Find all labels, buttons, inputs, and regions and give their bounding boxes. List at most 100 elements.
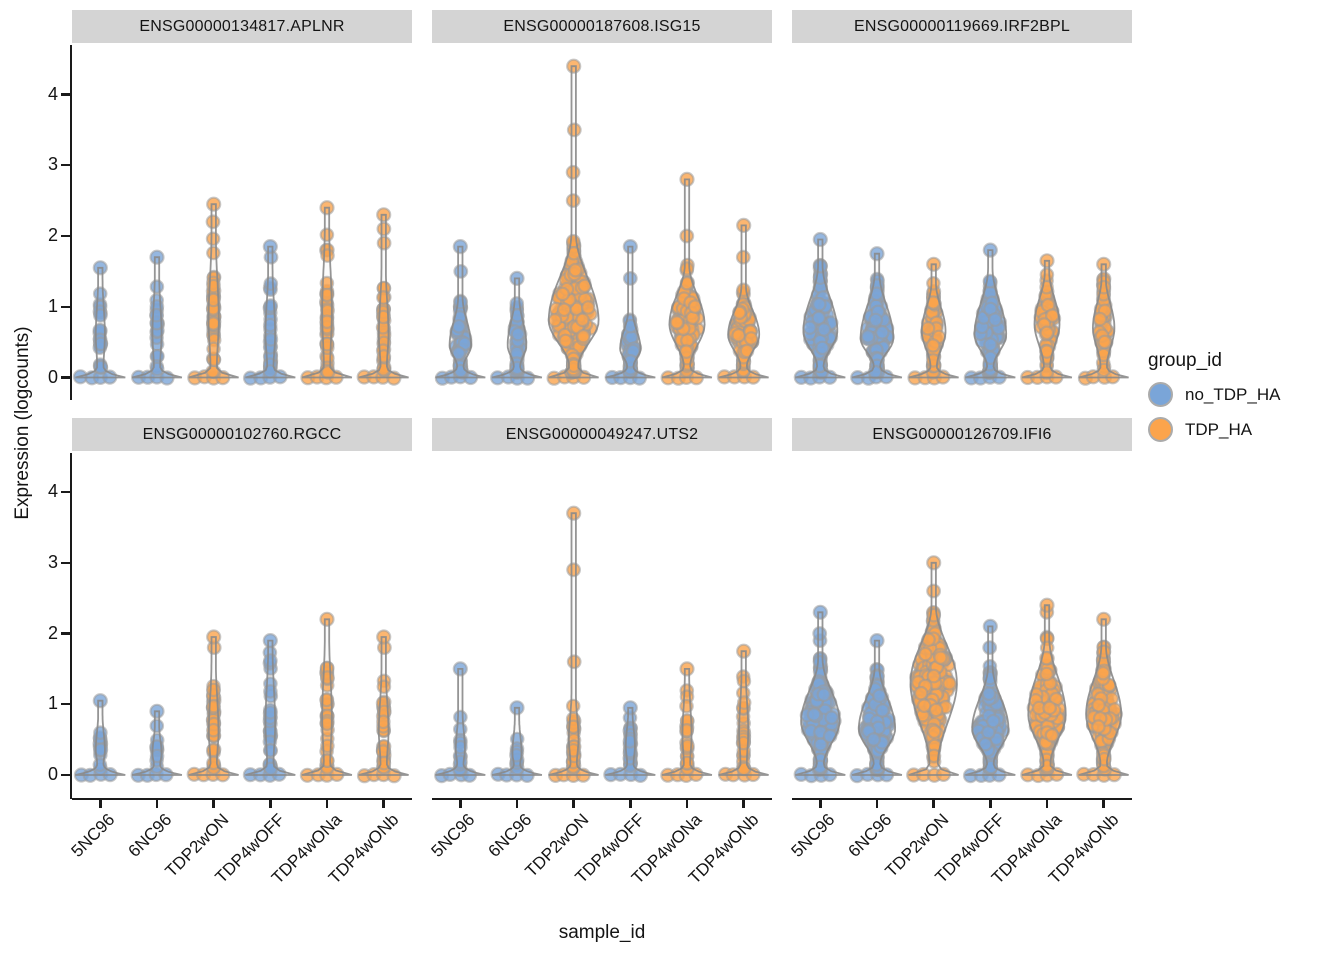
violin-TDP4wONa bbox=[660, 171, 713, 386]
y-axis-tick bbox=[61, 93, 70, 96]
jitter-points bbox=[72, 260, 118, 386]
x-axis-tick bbox=[572, 800, 575, 808]
violin-TDP2wON bbox=[906, 555, 959, 783]
violin-TDP2wON bbox=[187, 196, 239, 386]
violin-TDP2wON bbox=[547, 505, 599, 783]
violin-TDP4wONb bbox=[717, 643, 769, 783]
y-axis-tick bbox=[61, 164, 70, 167]
x-tick-label: 6NC96 bbox=[484, 810, 536, 861]
y-tick-label: 4 bbox=[47, 481, 58, 501]
facet-panel bbox=[73, 611, 409, 784]
violin-TDP4wOFF bbox=[604, 239, 656, 386]
x-tick-label: 6NC96 bbox=[844, 810, 896, 861]
x-axis-tick bbox=[1102, 800, 1105, 808]
x-tick-label: TDP4wOFF bbox=[571, 810, 649, 887]
jitter-points bbox=[546, 58, 598, 386]
violin-5NC96 bbox=[72, 260, 126, 386]
jitter-points bbox=[1020, 597, 1067, 784]
violin-TDP4wONb bbox=[356, 207, 409, 386]
jitter-points bbox=[1020, 253, 1064, 386]
jitter-points bbox=[660, 661, 704, 783]
x-axis-tick bbox=[382, 800, 385, 808]
y-tick-label: 3 bbox=[47, 551, 58, 572]
y-axis-title: Expression (logcounts) bbox=[12, 326, 33, 520]
y-tick-label: 3 bbox=[47, 154, 58, 175]
y-axis-tick bbox=[61, 561, 70, 564]
jitter-points bbox=[434, 661, 478, 784]
violin-TDP4wONa bbox=[299, 611, 353, 783]
y-axis-tick bbox=[61, 703, 70, 706]
legend-item: TDP_HA bbox=[1148, 417, 1338, 442]
facet-panel bbox=[72, 196, 409, 386]
x-axis-tick bbox=[99, 800, 102, 808]
violin-TDP4wOFF bbox=[962, 618, 1016, 784]
y-tick-label: 2 bbox=[47, 622, 58, 643]
jitter-points bbox=[850, 246, 895, 386]
violin-6NC96 bbox=[130, 249, 183, 386]
jitter-points bbox=[242, 633, 287, 783]
violin-TDP4wONb bbox=[356, 629, 409, 784]
x-tick-label: TDP2wON bbox=[881, 810, 953, 881]
legend-swatch-no-tdp-ha bbox=[1148, 382, 1173, 407]
x-axis-tick bbox=[212, 800, 215, 808]
x-axis-tick bbox=[875, 800, 879, 808]
violin-TDP4wONb bbox=[1077, 256, 1129, 386]
violin-TDP4wONa bbox=[300, 200, 353, 386]
x-axis-line bbox=[792, 797, 1132, 801]
violin-5NC96 bbox=[793, 231, 846, 386]
x-axis-tick bbox=[685, 800, 689, 808]
x-axis-tick bbox=[269, 800, 272, 808]
legend-label: TDP_HA bbox=[1185, 419, 1253, 439]
x-axis-tick bbox=[325, 800, 329, 808]
x-axis-tick bbox=[1045, 800, 1049, 808]
violin-TDP2wON bbox=[546, 58, 600, 386]
facet-strip: ENSG00000126709.IFI6 bbox=[792, 418, 1132, 451]
y-tick-label: 1 bbox=[47, 693, 58, 714]
violin-TDP4wOFF bbox=[242, 239, 296, 386]
legend-swatch-tdp-ha bbox=[1148, 417, 1173, 442]
x-tick-label: 5NC96 bbox=[67, 810, 119, 861]
violin-TDP4wOFF bbox=[242, 633, 296, 783]
violin-5NC96 bbox=[434, 661, 486, 784]
facet-strip: ENSG00000187608.ISG15 bbox=[432, 10, 772, 43]
jitter-points bbox=[356, 207, 402, 386]
legend: group_id no_TDP_HA TDP_HA bbox=[1148, 350, 1338, 442]
violin-TDP4wOFF bbox=[963, 242, 1016, 386]
x-axis-tick bbox=[629, 800, 632, 808]
violin-6NC96 bbox=[849, 633, 903, 784]
y-tick-label: 2 bbox=[47, 225, 58, 245]
x-axis-tick bbox=[819, 800, 822, 808]
y-axis-line bbox=[70, 45, 73, 400]
jitter-points bbox=[907, 256, 951, 386]
violin-TDP4wOFF bbox=[603, 700, 656, 783]
x-axis-tick bbox=[742, 800, 745, 808]
jitter-points bbox=[716, 217, 761, 385]
jitter-points bbox=[186, 629, 231, 783]
violin-5NC96 bbox=[73, 693, 126, 783]
x-axis-line bbox=[432, 797, 772, 801]
x-axis-title: sample_id bbox=[558, 922, 646, 943]
jitter-points bbox=[963, 242, 1007, 386]
y-axis-tick bbox=[61, 376, 70, 379]
y-axis-tick bbox=[61, 773, 70, 777]
x-tick-label: TDP4wOFF bbox=[211, 810, 289, 887]
y-tick-label: 1 bbox=[47, 295, 58, 316]
y-axis-line bbox=[70, 453, 73, 799]
facet-panel bbox=[793, 555, 1129, 784]
x-tick-label: TDP4wOFF bbox=[931, 810, 1009, 887]
x-axis-tick bbox=[932, 800, 935, 808]
y-tick-label: 0 bbox=[47, 366, 58, 387]
facet-panel bbox=[434, 58, 769, 386]
x-tick-label: TDP4wONa bbox=[987, 810, 1066, 888]
violin-5NC96 bbox=[434, 239, 486, 386]
facet-strip: ENSG00000134817.APLNR bbox=[72, 10, 412, 43]
violin-TDP4wONa bbox=[1020, 253, 1073, 386]
jitter-points bbox=[906, 555, 958, 783]
violin-TDP4wONa bbox=[1020, 597, 1073, 784]
y-axis-tick bbox=[61, 234, 70, 238]
x-axis-tick bbox=[515, 800, 519, 808]
y-axis-tick bbox=[61, 490, 70, 494]
x-tick-label: 6NC96 bbox=[124, 810, 176, 861]
violin-5NC96 bbox=[793, 604, 846, 784]
